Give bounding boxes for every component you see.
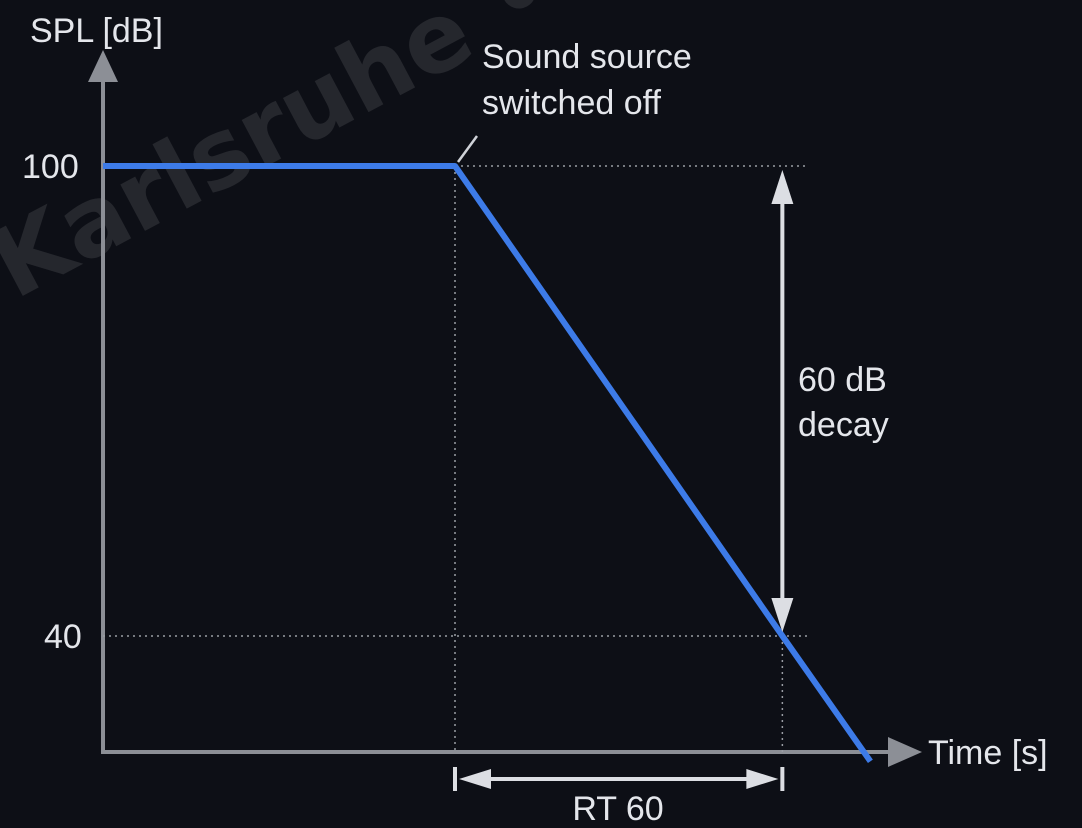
x-axis-arrowhead — [888, 737, 922, 767]
x-axis-label: Time [s] — [928, 734, 1048, 772]
decay-arrowhead-bottom — [771, 598, 794, 632]
guide-lines — [103, 165, 808, 752]
switch-off-pointer — [456, 135, 479, 163]
y-tick-label-100: 100 — [22, 148, 79, 186]
decay-annotation-line-2: decay — [798, 406, 889, 444]
rt60-double-arrow — [453, 767, 785, 791]
y-tick-label-40: 40 — [44, 618, 82, 656]
spl-decay-line — [103, 163, 873, 764]
decay-double-arrow — [771, 170, 794, 632]
decay-annotation-line-1: 60 dB — [798, 361, 887, 399]
rt60-annotation: RT 60 — [572, 790, 663, 828]
rt60-arrowhead-left — [459, 769, 491, 789]
y-axis-label: SPL [dB] — [30, 12, 163, 50]
axes — [88, 50, 922, 767]
switch-off-annotation-line-1: Sound source — [482, 38, 692, 76]
rt60-arrowhead-right — [746, 769, 779, 789]
decay-arrowhead-top — [771, 170, 794, 204]
y-axis-arrowhead — [88, 50, 118, 82]
switch-off-annotation-line-2: switched off — [482, 84, 661, 122]
